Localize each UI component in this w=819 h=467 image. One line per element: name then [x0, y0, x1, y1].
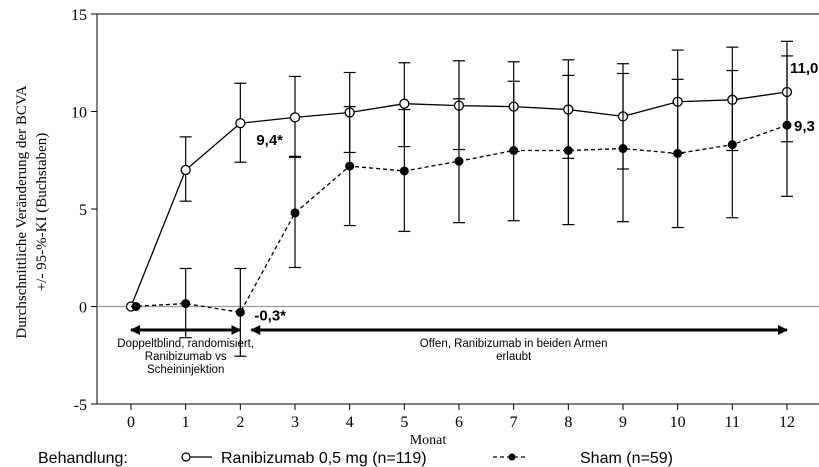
data-point-sham — [345, 161, 355, 171]
legend-entry-sham: Sham (n=59) — [580, 450, 673, 467]
data-point-sham — [782, 120, 792, 130]
phase-label-2: Offen, Ranibizumab in beiden Armen — [420, 338, 608, 350]
data-point-sham — [673, 148, 683, 158]
phase-label-1: Scheininjektion — [147, 364, 224, 376]
data-label: 11,0 — [790, 60, 818, 77]
phase-label-1: Ranibizumab vs — [145, 351, 227, 363]
x-tick-label: 11 — [725, 414, 740, 431]
data-point-sham — [235, 307, 245, 317]
data-point-sham — [290, 208, 300, 218]
data-point-ranibizumab — [180, 164, 191, 176]
x-tick-label: 3 — [291, 414, 299, 431]
phase-label-1: Doppeltblind, randomisiert, — [117, 338, 254, 350]
y-tick-label: 15 — [71, 7, 87, 24]
y-tick-label: 10 — [71, 105, 87, 122]
legend-entry-ranibizumab: Ranibizumab 0,5 mg (n=119) — [221, 450, 427, 467]
data-point-sham — [181, 299, 191, 309]
data-point-ranibizumab — [235, 118, 246, 129]
legend-marker-ranibizumab — [181, 452, 191, 462]
x-tick-label: 12 — [779, 414, 795, 431]
x-axis-label: Monat — [410, 433, 447, 448]
x-tick-label: 1 — [182, 414, 190, 431]
y-axis-label-line-2: +/- 95-%-KI (Buchstaben) — [34, 133, 50, 291]
legend-title: Behandlung: — [38, 450, 128, 467]
x-tick-label: 7 — [510, 414, 518, 431]
y-tick-label: 5 — [79, 202, 87, 219]
data-point-ranibizumab — [399, 98, 410, 109]
x-tick-label: 2 — [236, 414, 244, 431]
data-point-sham — [563, 146, 573, 155]
x-tick-label: 9 — [619, 414, 627, 431]
data-point-sham — [399, 166, 409, 176]
data-label: 9,3 — [794, 118, 815, 135]
phase-label-2: erlaubt — [496, 351, 532, 363]
x-tick-label: 4 — [346, 414, 354, 431]
data-point-sham — [131, 302, 141, 311]
y-axis-label-line-1: Durchschnittliche Veränderung der BCVA — [14, 85, 30, 338]
data-point-sham — [454, 156, 464, 166]
legend-marker-sham — [508, 453, 516, 461]
data-point-sham — [618, 144, 628, 154]
x-tick-label: 10 — [670, 414, 686, 431]
x-tick-label: 8 — [564, 414, 572, 431]
data-point-sham — [509, 146, 519, 155]
data-label: -0,3* — [254, 307, 286, 324]
x-tick-label: 5 — [400, 414, 408, 431]
y-tick-label: 0 — [79, 300, 87, 317]
x-tick-label: 0 — [127, 414, 135, 431]
x-tick-label: 6 — [455, 414, 463, 431]
data-point-ranibizumab — [289, 112, 301, 123]
data-label: 9,4* — [256, 132, 283, 149]
y-tick-label: -5 — [74, 397, 87, 414]
data-point-sham — [727, 140, 737, 150]
